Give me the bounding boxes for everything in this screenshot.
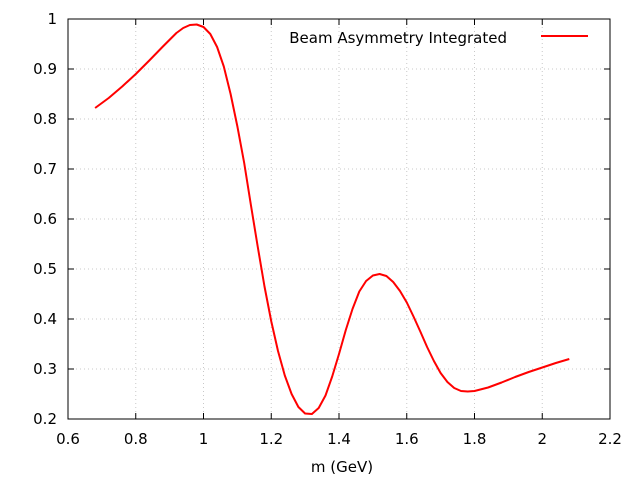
y-tick-label: 0.6 (33, 210, 57, 228)
y-tick-label: 1 (47, 10, 57, 28)
x-tick-label: 0.6 (56, 430, 80, 448)
x-tick-label: 1.6 (395, 430, 419, 448)
tick-labels: 0.6 0.8 1 1.2 1.4 1.6 1.8 2 2.2 0.2 0.3 0.4 0.5 0.6 0.… (33, 10, 622, 448)
x-tick-label: 0.8 (124, 430, 148, 448)
x-tick-label: 1 (199, 430, 209, 448)
legend-label: Beam Asymmetry Integrated (289, 29, 507, 47)
x-axis-label: m (GeV) (311, 458, 373, 476)
x-tick-label: 1.2 (259, 430, 283, 448)
y-tick-label: 0.2 (33, 410, 57, 428)
x-tick-label: 1.8 (463, 430, 487, 448)
x-tick-label: 2 (537, 430, 547, 448)
series-layer (94, 23, 570, 415)
y-tick-label: 0.7 (33, 160, 57, 178)
y-tick-label: 0.8 (33, 110, 57, 128)
grid-lines (68, 19, 610, 419)
plot-frame (67, 18, 611, 420)
x-tick-label: 2.2 (598, 430, 622, 448)
y-tick-label: 0.3 (33, 360, 57, 378)
legend: Beam Asymmetry Integrated (289, 29, 588, 47)
y-tick-label: 0.9 (33, 60, 57, 78)
x-tick-label: 1.4 (327, 430, 351, 448)
series-line-0 (94, 23, 570, 415)
y-tick-label: 0.5 (33, 260, 57, 278)
y-tick-label: 0.4 (33, 310, 57, 328)
